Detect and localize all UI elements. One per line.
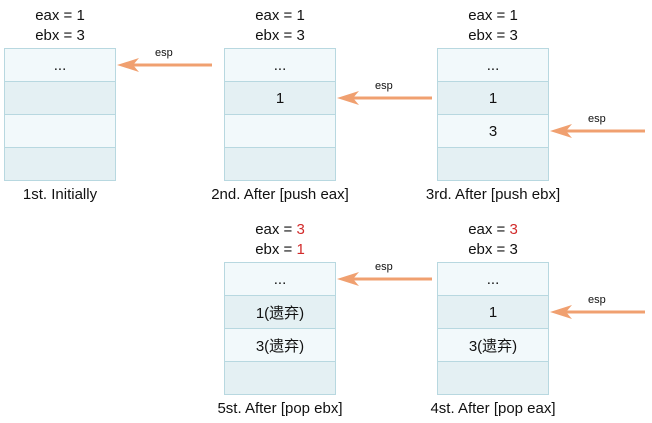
stack-cell: 1(遗弃) — [225, 295, 335, 328]
esp-label: esp — [588, 112, 606, 125]
stack-cell: 1 — [438, 81, 548, 114]
stack-cell — [225, 361, 335, 394]
stack-cell — [225, 147, 335, 180]
stack-cell — [225, 114, 335, 147]
stack-cell — [5, 147, 115, 180]
esp-pointer: esp — [337, 261, 437, 291]
register-values: eax = 1 ebx = 3 — [224, 6, 336, 46]
esp-arrow-icon — [117, 57, 212, 72]
eax-label: eax = — [35, 7, 77, 24]
eax-line: eax = 1 — [437, 6, 549, 26]
ebx-value: 3 — [509, 241, 518, 258]
stack-cell — [5, 81, 115, 114]
esp-label: esp — [588, 293, 606, 306]
eax-label: eax = — [255, 7, 297, 24]
eax-label: eax = — [468, 7, 510, 24]
eax-value: 1 — [76, 7, 85, 24]
register-values: eax = 3 ebx = 3 — [437, 220, 549, 260]
stack-cell — [5, 114, 115, 147]
ebx-line: ebx = 3 — [437, 26, 549, 46]
esp-pointer: esp — [550, 294, 650, 324]
stack-memory: ... 1 3(遗弃) — [437, 262, 549, 395]
stack-cell — [438, 361, 548, 394]
step-caption: 5st. After [pop ebx] — [217, 400, 343, 417]
eax-value: 3 — [296, 221, 305, 238]
stack-memory: ... — [4, 48, 116, 181]
stack-cell: 3(遗弃) — [438, 328, 548, 361]
stack-cell: 3(遗弃) — [225, 328, 335, 361]
ebx-label: ebx = — [255, 27, 297, 44]
stack-memory: ... 1(遗弃) 3(遗弃) — [224, 262, 336, 395]
eax-value: 1 — [509, 7, 518, 24]
stack-cell: 1 — [225, 81, 335, 114]
ebx-value: 3 — [296, 27, 305, 44]
eax-line: eax = 3 — [437, 220, 549, 240]
eax-value: 3 — [509, 221, 518, 238]
eax-value: 1 — [296, 7, 305, 24]
esp-arrow-icon — [337, 271, 432, 286]
stack-cell: 3 — [438, 114, 548, 147]
stack-memory: ... 1 3 — [437, 48, 549, 181]
ebx-line: ebx = 3 — [437, 240, 549, 260]
ebx-value: 3 — [76, 27, 85, 44]
stack-cell — [438, 147, 548, 180]
ebx-label: ebx = — [255, 241, 297, 258]
ebx-line: ebx = 1 — [224, 240, 336, 260]
register-values: eax = 1 ebx = 3 — [4, 6, 116, 46]
register-values: eax = 1 ebx = 3 — [437, 6, 549, 46]
ebx-value: 3 — [509, 27, 518, 44]
stack-memory: ... 1 — [224, 48, 336, 181]
esp-arrow-icon — [550, 123, 645, 138]
stack-cell: ... — [438, 263, 548, 295]
ebx-line: ebx = 3 — [4, 26, 116, 46]
esp-pointer: esp — [550, 113, 650, 143]
eax-label: eax = — [468, 221, 510, 238]
esp-label: esp — [375, 260, 393, 273]
eax-label: eax = — [255, 221, 297, 238]
esp-arrow-icon — [550, 304, 645, 319]
register-values: eax = 3 ebx = 1 — [224, 220, 336, 260]
esp-label: esp — [375, 79, 393, 92]
stack-cell: ... — [438, 49, 548, 81]
step-caption: 4st. After [pop eax] — [430, 400, 556, 417]
stack-cell: ... — [225, 49, 335, 81]
eax-line: eax = 1 — [224, 6, 336, 26]
step-caption: 1st. Initially — [22, 186, 98, 203]
esp-label: esp — [155, 46, 173, 59]
eax-line: eax = 3 — [224, 220, 336, 240]
ebx-line: ebx = 3 — [224, 26, 336, 46]
esp-arrow-icon — [337, 90, 432, 105]
eax-line: eax = 1 — [4, 6, 116, 26]
step-caption: 2nd. After [push eax] — [211, 186, 349, 203]
stack-cell: ... — [225, 263, 335, 295]
ebx-label: ebx = — [468, 27, 510, 44]
ebx-value: 1 — [296, 241, 305, 258]
stack-cell: 1 — [438, 295, 548, 328]
step-caption: 3rd. After [push ebx] — [425, 186, 561, 203]
ebx-label: ebx = — [35, 27, 77, 44]
stack-cell: ... — [5, 49, 115, 81]
esp-pointer: esp — [117, 47, 217, 77]
esp-pointer: esp — [337, 80, 437, 110]
ebx-label: ebx = — [468, 241, 510, 258]
